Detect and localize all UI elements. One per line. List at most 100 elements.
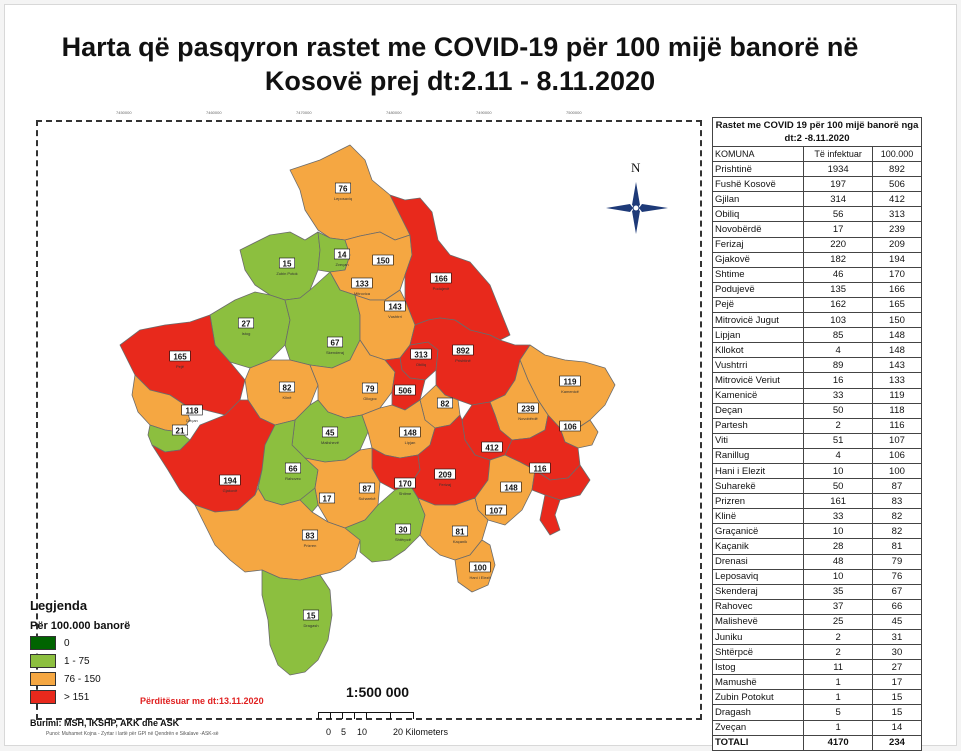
rate-cell: 17 <box>871 674 923 691</box>
map-value-label: 107 <box>489 506 503 515</box>
municipality-cell: Mitrovicë Jugut <box>711 312 805 329</box>
region-suhareke <box>304 447 381 529</box>
municipality-name: Prishtinë <box>455 358 471 363</box>
municipality-cell: Novobërdë <box>711 221 805 238</box>
title-line-2: Kosovë prej dt:2.11 - 8.11.2020 <box>264 66 656 96</box>
coordinate-tick: 7480000 <box>386 110 402 115</box>
table-row: Gjilan 314 412 <box>711 191 923 208</box>
map-value-box <box>219 474 241 486</box>
table-row: Kamenicë 33 119 <box>711 387 923 404</box>
table-row: Drenasi 48 79 <box>711 553 923 570</box>
map-value-label: 150 <box>376 256 390 265</box>
map-value-label: 15 <box>283 259 292 268</box>
municipality-cell: Vushtrri <box>711 357 805 374</box>
rate-cell: 15 <box>871 689 923 706</box>
legend-item: 1 - 75 <box>30 654 150 668</box>
municipality-cell: Skenderaj <box>711 583 805 600</box>
municipality-name: Prizren <box>304 543 317 548</box>
rate-cell: 82 <box>871 523 923 540</box>
table-row: Juniku 2 31 <box>711 628 923 646</box>
source-note: Burimi: MSH, IKSHP, AKK dhe ASK <box>30 718 180 728</box>
map-value-box <box>181 404 203 416</box>
rate-cell: 148 <box>871 327 923 344</box>
infected-cell: 2 <box>803 417 873 434</box>
legend-item: 0 <box>30 636 150 650</box>
municipality-name: Obiliq <box>416 362 426 367</box>
table-row: Deçan 50 118 <box>711 402 923 419</box>
municipality-name: Zubin Potok <box>276 271 297 276</box>
infected-cell: 103 <box>803 312 873 329</box>
rate-cell: 892 <box>871 161 923 178</box>
table-row: Ranillug 4 106 <box>711 447 923 464</box>
municipality-cell: Gjilan <box>711 191 805 208</box>
municipality-cell: Kllokot <box>711 342 805 359</box>
infected-cell: 4 <box>803 342 873 359</box>
rate-cell: 31 <box>871 628 923 646</box>
legend-label: > 151 <box>64 691 90 703</box>
table-row: Shtime 46 170 <box>711 266 923 283</box>
coordinate-tick: 7470000 <box>296 110 312 115</box>
table-row: Mitrovicë Jugut 103 150 <box>711 312 923 329</box>
map-value-box <box>172 424 189 436</box>
map-value-box <box>500 481 522 493</box>
municipality-cell: Hani i Elezit <box>711 462 805 480</box>
legend-item: 76 - 150 <box>30 672 150 686</box>
infected-cell: 33 <box>803 508 873 525</box>
legend-label: 0 <box>64 637 70 649</box>
map-value-box <box>301 529 318 541</box>
table-row: Rahovec 37 66 <box>711 598 923 615</box>
municipality-name: Rahovec <box>285 476 301 481</box>
municipality-name: Novobërdë <box>518 416 538 421</box>
infected-cell: 37 <box>803 598 873 615</box>
rate-cell: 14 <box>871 719 923 736</box>
legend-title: Legjenda <box>30 598 88 613</box>
infected-cell: 56 <box>803 206 873 223</box>
table-row: Prishtinë 1934 892 <box>711 161 923 178</box>
legend-swatch <box>30 690 56 704</box>
scale-ratio: 1:500 000 <box>346 684 410 700</box>
map-value-box <box>321 426 338 438</box>
map-value-box <box>169 350 191 362</box>
municipality-cell: Mamushë <box>711 674 805 691</box>
map-value-label: 87 <box>363 484 372 493</box>
municipality-cell: Fushë Kosovë <box>711 176 805 193</box>
municipality-name: Podujevë <box>433 286 450 291</box>
coordinate-tick: 7460000 <box>206 110 222 115</box>
rate-cell: 30 <box>871 644 923 661</box>
infected-cell: 25 <box>803 613 873 631</box>
infected-cell: 10 <box>803 462 873 480</box>
municipality-name: Istog <box>242 331 251 336</box>
map-value-label: 116 <box>534 464 547 473</box>
infected-cell: 135 <box>803 281 873 298</box>
map-value-label: 412 <box>485 443 499 452</box>
map-value-label: 82 <box>441 399 450 408</box>
municipality-name: Kamenicë <box>561 389 580 394</box>
municipality-cell: Prizren <box>711 493 805 510</box>
map-value-label: 14 <box>338 250 347 259</box>
infected-cell: 1 <box>803 719 873 736</box>
map-value-box <box>434 468 456 480</box>
map-value-box <box>451 525 468 537</box>
infected-cell: 48 <box>803 553 873 570</box>
map-value-box <box>384 300 406 312</box>
municipality-cell: Lipjan <box>711 327 805 344</box>
map-value-label: 45 <box>326 428 335 437</box>
municipality-name: Ferizaj <box>439 482 451 487</box>
table-row: Hani i Elezit 10 100 <box>711 462 923 480</box>
municipality-cell: Juniku <box>711 628 805 646</box>
scale-label: 0 <box>326 727 332 737</box>
table-row: Ferizaj 220 209 <box>711 236 923 253</box>
municipality-name: Leposaviq <box>334 196 352 201</box>
table-row: Partesh 2 116 <box>711 417 923 434</box>
infected-cell: 51 <box>803 432 873 449</box>
rate-cell: 170 <box>871 266 923 283</box>
map-value-label: 313 <box>414 350 428 359</box>
table-row: Skenderaj 35 67 <box>711 583 923 600</box>
table-row: Podujevë 135 166 <box>711 281 923 298</box>
map-value-box <box>559 420 581 432</box>
municipality-cell: Ferizaj <box>711 236 805 253</box>
infected-cell: 85 <box>803 327 873 344</box>
total-cell: 4170 <box>803 734 873 751</box>
infected-cell: 10 <box>803 568 873 585</box>
map-value-label: 194 <box>223 476 237 485</box>
